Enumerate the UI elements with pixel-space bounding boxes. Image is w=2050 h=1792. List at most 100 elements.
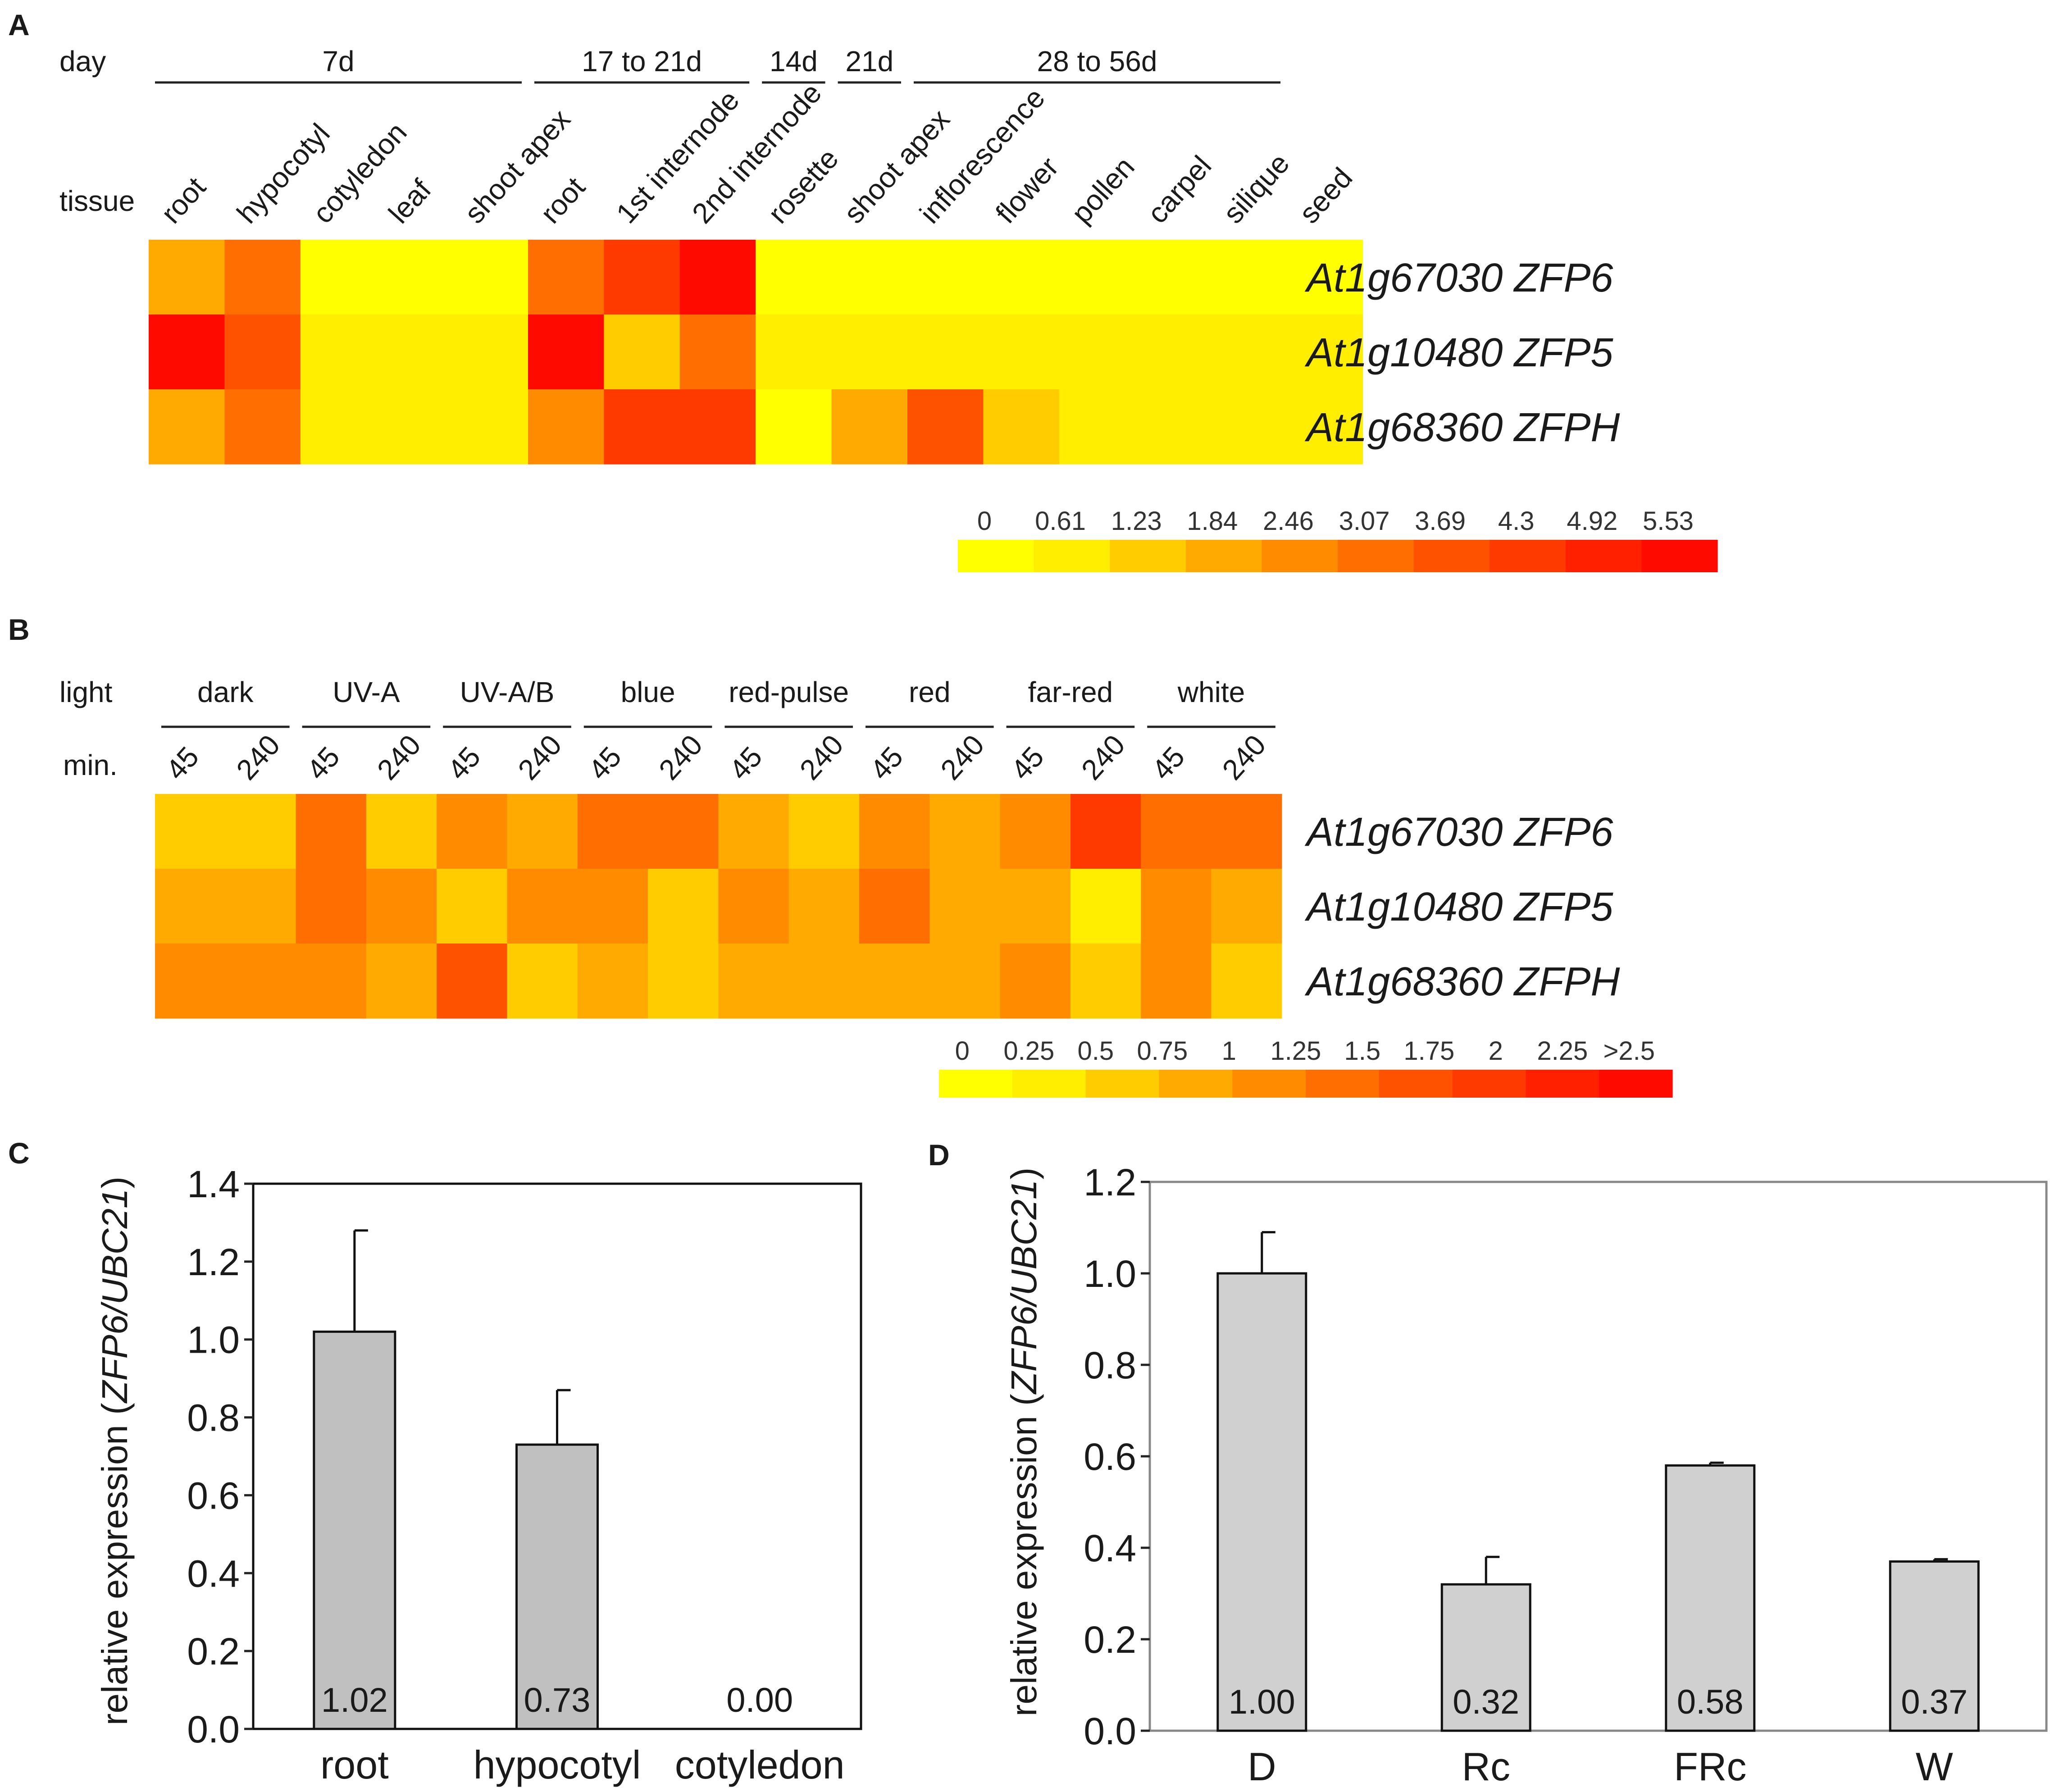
group-label-5: red-pulse [729,676,849,708]
group-label-4: blue [621,676,675,708]
group-label-1: dark [197,676,254,708]
value-label: 0.37 [1901,1683,1968,1721]
panel-c-bar-chart: C relative expression (ZFP6/UBC21) 0.0 0.… [8,1136,862,1787]
scale-label: 1.23 [1111,506,1162,536]
gene-label-2: At1g10480 ZFP5 [1304,885,1613,930]
color-scale-swatch [1413,540,1490,572]
heatmap-cell [679,315,756,390]
heatmap-cell [577,794,648,869]
heatmap-cell [1141,869,1212,944]
column-label-4: leaf [382,173,437,229]
column-label-11: 45 [864,740,909,786]
heatmap-cell [296,944,367,1019]
color-scale-swatch [1565,540,1642,572]
column-label-3: 45 [301,740,346,786]
group-label-4: 21d [845,45,893,78]
heatmap-cell [296,869,367,944]
minutes-header: min. [63,749,118,781]
d-y-axis-label: relative expression (ZFP6/UBC21) [1004,1167,1044,1716]
column-label-13: 45 [1005,740,1050,786]
panel-b-heatmap: B light min. dark UV-A UV-A/B blue red-pulse… [8,613,1673,1098]
heatmap-cell [300,389,377,465]
heatmap-cell [1287,240,1363,315]
heatmap-cell [983,389,1060,465]
y-tick-label: 1.0 [1084,1253,1136,1295]
heatmap-cell [1211,240,1287,315]
scale-label: 0 [977,506,992,536]
y-tick-label: 1.2 [1084,1161,1136,1204]
heatmap-cell [507,944,578,1019]
heatmap-cell [1287,315,1363,390]
y-tick-label: 0.8 [187,1397,240,1439]
heatmap-cell [225,794,296,869]
heatmap-cell [1211,794,1282,869]
y-tick-label: 0.0 [187,1708,240,1751]
day-header: day [59,45,106,78]
value-label: 0.73 [524,1681,591,1719]
column-label-9: 45 [723,740,768,786]
column-label-1: 45 [159,740,205,786]
group-label-8: white [1177,676,1245,708]
value-label: 0.00 [726,1681,793,1719]
color-scale-swatch [1490,540,1566,572]
color-scale-swatch [1232,1070,1306,1098]
c-ylabel-italic: ZFP6/UBC21 [95,1189,135,1404]
heatmap-cell [1135,315,1212,390]
column-label-6: 240 [512,729,568,786]
heatmap-cell [1070,869,1141,944]
x-category-label: FRc [1674,1744,1746,1789]
heatmap-cell [718,869,789,944]
c-ylabel-suffix: ) [95,1176,135,1189]
value-label: 0.58 [1677,1683,1744,1721]
panel-label-d: D [928,1138,950,1172]
light-header: light [59,676,113,708]
y-tick-label: 0.2 [1084,1619,1136,1661]
heatmap-cell [1135,389,1212,465]
scale-label: 1 [1222,1036,1236,1066]
column-label-5: 45 [441,740,487,786]
column-label-6: root [534,171,591,229]
heatmap-cell [149,315,225,390]
c-ylabel-prefix: relative expression ( [95,1403,135,1725]
heatmap-cell [1000,794,1071,869]
bar [515,1443,599,1730]
scale-label: 1.25 [1270,1036,1321,1066]
group-label-3: UV-A/B [460,676,555,708]
color-scale-swatch [939,1070,1013,1098]
heatmap-cell [831,315,908,390]
column-label-15: silique [1217,147,1296,229]
scale-label: 1.75 [1403,1036,1454,1066]
y-tick-label: 1.2 [187,1241,240,1283]
y-tick-label: 1.0 [187,1319,240,1361]
c-y-axis-label: relative expression (ZFP6/UBC21) [95,1176,135,1725]
scale-label: 4.3 [1498,506,1535,536]
column-label-10: 240 [793,729,850,786]
bar [1889,1560,1980,1732]
heatmap-cell [437,944,508,1019]
heatmap-cell [679,240,756,315]
heatmap-cell [507,794,578,869]
heatmap-cell [528,240,604,315]
y-tick-label: 0.6 [187,1474,240,1517]
heatmap-cell [1070,794,1141,869]
heatmap-cell [149,240,225,315]
heatmap-cell [300,315,377,390]
y-tick-label: 0.6 [1084,1436,1136,1478]
heatmap-cell [983,240,1060,315]
x-category-label: W [1916,1744,1953,1789]
column-label-15: 45 [1145,740,1191,786]
scale-label: 3.07 [1339,506,1390,536]
heatmap-cell [907,315,984,390]
column-label-12: flower [989,150,1065,229]
heatmap-cell [1000,944,1071,1019]
heatmap-cell [831,389,908,465]
x-category-label: Rc [1462,1744,1510,1789]
scale-label: >2.5 [1604,1036,1655,1066]
scale-label: 2.46 [1263,506,1314,536]
heatmap-cell [929,869,1001,944]
heatmap-cell [452,389,528,465]
color-scale-swatch [1185,540,1262,572]
color-scale-swatch [1599,1070,1673,1098]
heatmap-cell [788,794,860,869]
heatmap-cell [1141,944,1212,1019]
